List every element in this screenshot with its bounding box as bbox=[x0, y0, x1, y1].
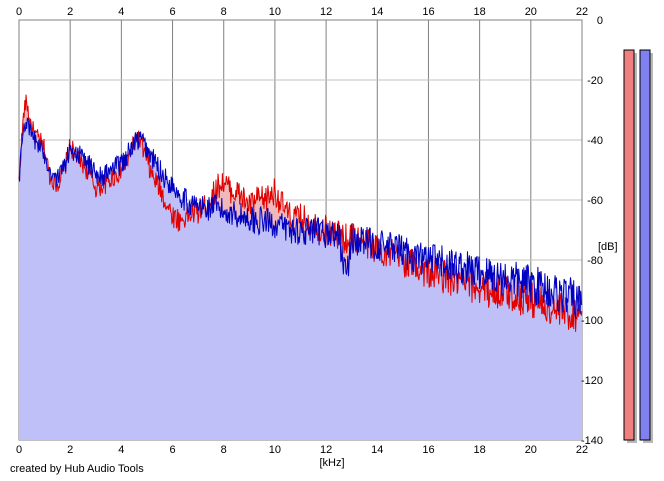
y-tick-label: 0 bbox=[597, 15, 603, 27]
x-tick-label-bottom: 16 bbox=[422, 444, 434, 456]
y-tick-label: -140 bbox=[581, 435, 603, 447]
y-tick-label: -120 bbox=[581, 375, 603, 387]
spectrum-lines bbox=[18, 94, 583, 332]
x-tick-label-bottom: 10 bbox=[269, 444, 281, 456]
x-tick-label-bottom: 18 bbox=[474, 444, 486, 456]
x-tick-label-top: 6 bbox=[169, 6, 175, 18]
y-tick-label: -80 bbox=[587, 255, 603, 267]
x-tick-label-bottom: 20 bbox=[525, 444, 537, 456]
left-channel-line bbox=[18, 94, 583, 332]
x-tick-label-top: 16 bbox=[422, 6, 434, 18]
y-tick-label: -100 bbox=[581, 315, 603, 327]
tick-labels: 002244668810101212141416161818202022220-… bbox=[16, 6, 603, 456]
x-tick-label-top: 2 bbox=[67, 6, 73, 18]
x-tick-label-top: 12 bbox=[320, 6, 332, 18]
x-tick-label-bottom: 8 bbox=[221, 444, 227, 456]
x-tick-label-top: 10 bbox=[269, 6, 281, 18]
x-tick-label-bottom: 22 bbox=[576, 444, 588, 456]
y-tick-label: -20 bbox=[587, 75, 603, 87]
x-tick-label-top: 4 bbox=[118, 6, 124, 18]
right-channel-line bbox=[18, 117, 583, 319]
x-tick-label-bottom: 2 bbox=[67, 444, 73, 456]
right-channel-area bbox=[19, 118, 582, 441]
y-tick-label: -60 bbox=[587, 195, 603, 207]
x-tick-label-top: 0 bbox=[16, 6, 22, 18]
x-tick-label-bottom: 0 bbox=[16, 444, 22, 456]
x-tick-label-bottom: 12 bbox=[320, 444, 332, 456]
x-tick-label-top: 20 bbox=[525, 6, 537, 18]
x-tick-label-top: 18 bbox=[474, 6, 486, 18]
left-level-meter bbox=[623, 49, 635, 441]
x-tick-label-bottom: 6 bbox=[169, 444, 175, 456]
y-axis-label: [dB] bbox=[598, 241, 618, 253]
y-tick-label: -40 bbox=[587, 135, 603, 147]
x-tick-label-top: 8 bbox=[221, 6, 227, 18]
x-tick-label-bottom: 4 bbox=[118, 444, 124, 456]
level-meters bbox=[623, 49, 653, 443]
credit-text: created by Hub Audio Tools bbox=[10, 463, 144, 475]
x-tick-label-top: 22 bbox=[576, 6, 588, 18]
x-axis-label: [kHz] bbox=[319, 457, 344, 469]
x-tick-label-top: 14 bbox=[371, 6, 383, 18]
right-level-meter bbox=[639, 49, 651, 441]
x-tick-label-bottom: 14 bbox=[371, 444, 383, 456]
